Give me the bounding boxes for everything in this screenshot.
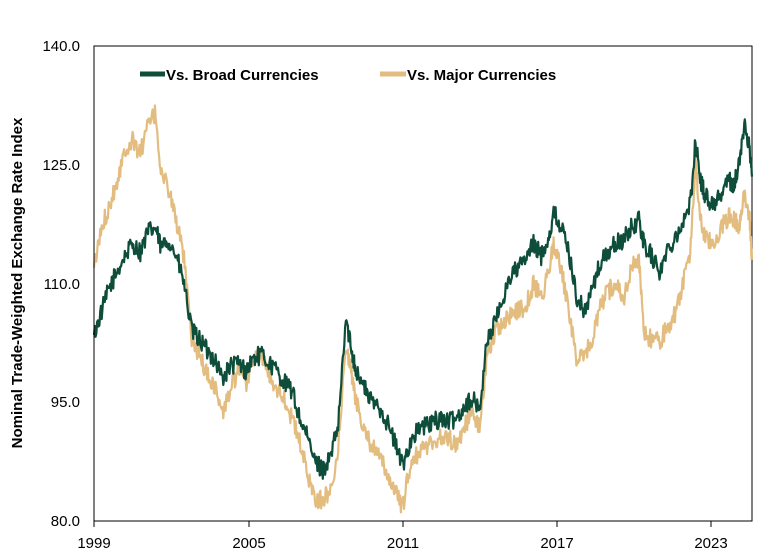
y-tick-label-95: 95.0	[51, 394, 80, 411]
series-line-major	[92, 104, 754, 514]
y-tick-label-140: 140.0	[42, 38, 80, 55]
y-axis: 80.0 95.0 110.0 125.0 140.0	[42, 38, 95, 530]
y-axis-title: Nominal Trade-Weighted Exchange Rate Ind…	[9, 117, 26, 448]
legend: Vs. Broad Currencies Vs. Major Currencie…	[140, 67, 556, 84]
x-tick-label-2023: 2023	[694, 535, 727, 552]
x-tick-label-2017: 2017	[540, 535, 573, 552]
legend-label-major: Vs. Major Currencies	[407, 67, 556, 84]
x-tick-label-1999: 1999	[77, 535, 110, 552]
series-lines	[92, 104, 754, 514]
y-tick-label-110: 110.0	[44, 276, 80, 293]
y-tick-label-80: 80.0	[51, 513, 80, 530]
y-tick-label-125: 125.0	[42, 157, 80, 174]
x-tick-label-2011: 2011	[387, 535, 419, 552]
legend-label-broad: Vs. Broad Currencies	[166, 67, 319, 84]
x-axis: 1999 2005 2011 2017 2023	[77, 520, 752, 552]
series-line-broad	[92, 118, 754, 480]
x-tick-label-2005: 2005	[232, 535, 265, 552]
plot-area-frame	[93, 45, 753, 522]
